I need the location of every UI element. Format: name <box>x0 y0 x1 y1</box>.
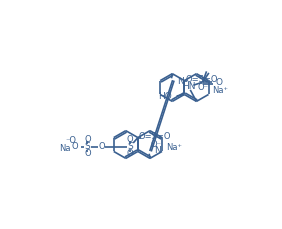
Text: O: O <box>216 78 223 87</box>
Text: O: O <box>127 135 133 144</box>
Text: HO: HO <box>158 92 172 101</box>
Text: O=S=O: O=S=O <box>185 75 218 84</box>
Text: ⁻O: ⁻O <box>66 136 77 145</box>
Text: O=S=O: O=S=O <box>139 132 171 141</box>
Text: O⁻: O⁻ <box>151 140 162 149</box>
Text: O: O <box>84 149 91 158</box>
Text: HN: HN <box>182 82 195 91</box>
Text: Na⁺: Na⁺ <box>212 86 228 95</box>
Text: O: O <box>72 142 78 151</box>
Text: O: O <box>84 135 91 144</box>
Text: N: N <box>177 77 184 86</box>
Text: O: O <box>98 142 105 151</box>
Text: S: S <box>127 142 133 151</box>
Text: N: N <box>155 146 161 155</box>
Text: Na: Na <box>59 144 70 153</box>
Text: Na⁺: Na⁺ <box>166 143 182 152</box>
Text: O: O <box>127 149 133 158</box>
Text: O⁻: O⁻ <box>197 83 208 92</box>
Text: S: S <box>85 142 90 151</box>
